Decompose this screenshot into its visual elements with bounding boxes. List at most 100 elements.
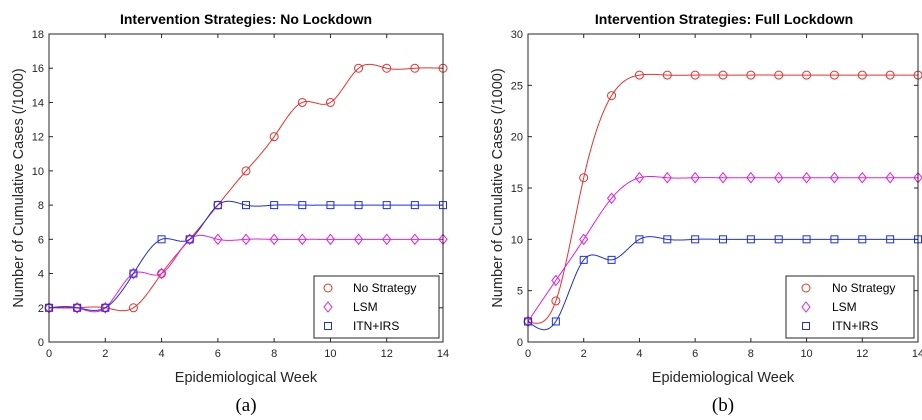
legend-marker-circle [801, 283, 811, 293]
axis-ticks: 0 2 4 6 8 10 12 14 0 5 10 15 20 25 30 [511, 29, 922, 360]
legend-marker-diamond [801, 301, 811, 313]
data-point-square [663, 235, 672, 244]
data-point-square [886, 235, 895, 244]
chart-panel-a: Intervention Strategies: No Lockdown 0 2 4… [11, 11, 449, 416]
series-lines [528, 73, 918, 331]
data-point-circle [325, 97, 335, 107]
y-tick-label: 30 [511, 29, 523, 41]
data-point-square [607, 255, 616, 264]
data-point-diamond [325, 233, 336, 246]
legend-box [313, 275, 440, 339]
y-tick-label: 5 [517, 286, 523, 298]
data-point-diamond [718, 171, 728, 184]
x-tick-label: 6 [692, 348, 698, 360]
data-point-diamond [579, 233, 589, 246]
data-point-diamond [297, 233, 307, 246]
x-tick-label: 2 [581, 348, 587, 360]
data-point-diamond [746, 171, 756, 184]
data-point-circle [690, 70, 700, 80]
x-tick-label: 2 [102, 348, 108, 360]
y-tick-label: 12 [32, 132, 44, 144]
legend-marker-square [802, 322, 810, 330]
y-tick-label: 2 [38, 303, 44, 315]
data-point-circle [128, 303, 138, 313]
data-point-square [830, 235, 839, 244]
data-point-square [858, 235, 867, 244]
series-markers [44, 63, 448, 314]
data-point-circle [634, 70, 644, 80]
panel-caption: (b) [712, 395, 734, 416]
x-axis-label: Epidemiological Week [652, 370, 795, 386]
data-point-diamond [100, 301, 110, 314]
y-tick-label: 0 [38, 337, 44, 349]
data-point-circle [241, 166, 251, 176]
data-point-diamond [269, 233, 279, 246]
data-point-circle [774, 70, 784, 80]
series-lines [49, 63, 443, 313]
data-point-circle [746, 70, 756, 80]
data-point-square [382, 201, 391, 210]
data-point-circle [885, 70, 895, 80]
y-tick-label: 10 [511, 234, 523, 246]
y-tick-label: 10 [32, 166, 44, 178]
legend-markers [801, 283, 811, 330]
data-point-diamond [382, 233, 392, 246]
data-point-diamond [829, 171, 840, 184]
legend: No Strategy LSM ITN+IRS [785, 275, 915, 339]
series-line-lsm [49, 234, 443, 313]
panel-caption: (a) [235, 395, 256, 416]
data-point-circle [269, 132, 279, 142]
legend-marker-square [324, 322, 332, 330]
data-point-diamond [857, 171, 867, 184]
data-point-diamond [690, 171, 700, 184]
y-tick-label: 6 [38, 234, 44, 246]
data-point-circle [551, 296, 561, 306]
data-point-diamond [634, 171, 645, 184]
data-point-circle [857, 70, 867, 80]
x-tick-label: 10 [324, 348, 336, 360]
data-point-square [270, 201, 279, 210]
legend-marker-circle [323, 283, 333, 293]
data-point-circle [410, 63, 420, 73]
data-point-diamond [551, 274, 561, 287]
y-tick-label: 0 [517, 337, 523, 349]
data-point-diamond [128, 267, 139, 280]
x-tick-label: 8 [271, 348, 277, 360]
series-line-no-strategy [49, 63, 443, 312]
data-point-diamond [353, 233, 364, 246]
x-tick-label: 12 [381, 348, 393, 360]
data-point-square [719, 235, 727, 244]
data-point-circle [382, 63, 392, 73]
x-tick-label: 14 [437, 348, 449, 360]
y-tick-label: 15 [511, 183, 523, 195]
data-point-square [213, 201, 222, 210]
data-point-square [326, 201, 335, 210]
x-tick-label: 0 [46, 348, 52, 360]
y-axis-label: Number of Cumulative Cases (/1000) [490, 68, 506, 307]
data-point-diamond [410, 233, 420, 246]
data-point-square [129, 269, 138, 278]
x-tick-label: 8 [748, 348, 754, 360]
data-point-square [551, 317, 560, 326]
data-point-square [410, 201, 419, 210]
legend-label-lsm: LSM [353, 300, 378, 314]
chart-title: Intervention Strategies: No Lockdown [120, 11, 372, 27]
data-point-circle [579, 173, 589, 183]
y-tick-label: 8 [38, 200, 44, 212]
y-tick-label: 20 [511, 132, 523, 144]
data-point-square [802, 235, 811, 244]
data-point-square [73, 303, 82, 312]
plot-frame [48, 33, 444, 343]
data-point-square [185, 235, 194, 244]
x-tick-label: 4 [636, 348, 642, 360]
legend-label-lsm: LSM [832, 300, 857, 314]
data-point-circle [829, 70, 839, 80]
data-point-square [157, 235, 166, 244]
y-axis-label: Number of Cumulative Cases (/1000) [11, 68, 27, 307]
data-point-square [746, 235, 755, 244]
legend-box [785, 275, 915, 339]
data-point-square [298, 201, 307, 210]
x-tick-label: 4 [159, 348, 165, 360]
y-tick-label: 16 [32, 63, 44, 75]
x-tick-label: 10 [800, 348, 812, 360]
